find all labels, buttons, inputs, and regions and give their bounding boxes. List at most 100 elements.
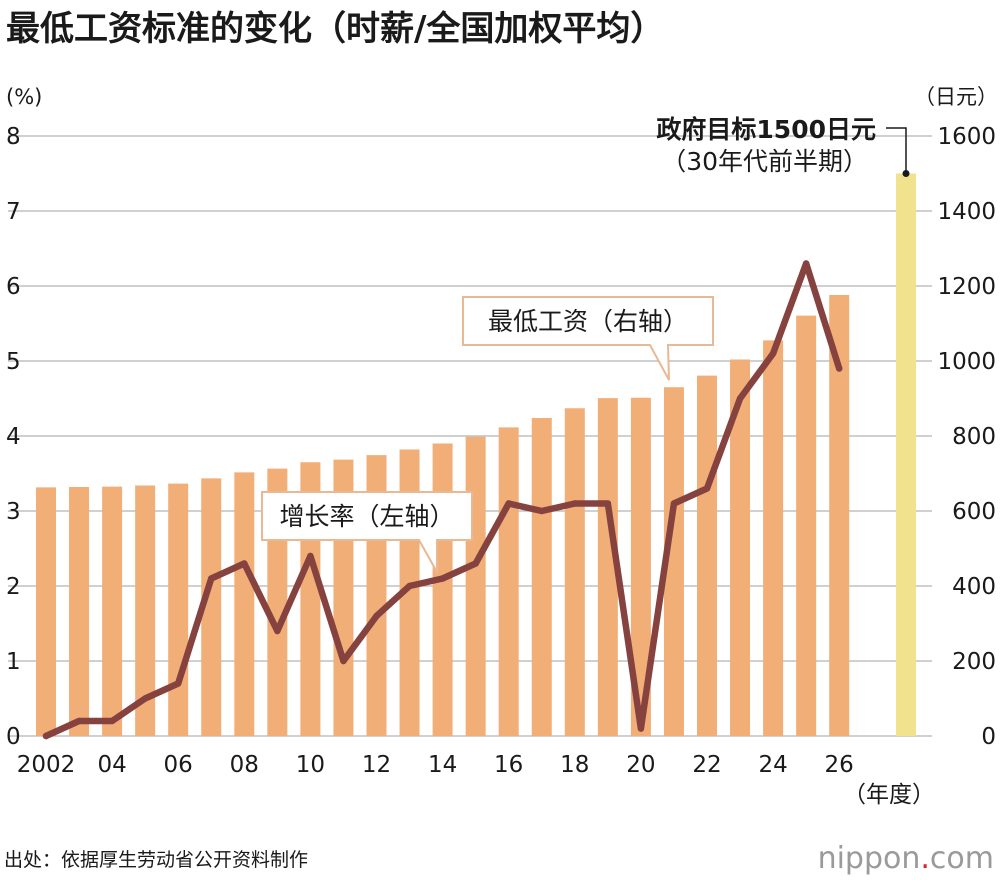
right-tick-label: 0: [981, 724, 996, 750]
left-tick-label: 7: [6, 199, 21, 225]
left-tick-label: 3: [6, 499, 21, 525]
line-point: [175, 680, 182, 687]
bar: [234, 472, 255, 736]
bar: [498, 427, 519, 736]
x-tick-label: 06: [164, 752, 193, 778]
x-tick-label: 14: [428, 752, 457, 778]
bar: [663, 387, 684, 736]
line-point: [108, 717, 116, 725]
left-tick-label: 0: [6, 724, 21, 750]
target-leader: [886, 127, 907, 174]
target-marker: 政府目标1500日元 （30年代前半期）: [656, 115, 916, 736]
x-tick-label: 20: [626, 752, 655, 778]
bar-callout-text: 最低工资（右轴）: [488, 307, 688, 336]
line-point: [373, 612, 380, 620]
bar-callout: 最低工资（右轴）: [462, 296, 714, 381]
line-point: [406, 582, 413, 590]
left-axis-ticks: 0 1 2 3 4 5 6 7 8: [6, 124, 21, 750]
line-point: [802, 260, 810, 267]
bar: [697, 375, 717, 736]
line-point: [505, 500, 512, 507]
right-tick-label: 1000: [937, 349, 996, 375]
line-point: [736, 395, 744, 402]
right-tick-label: 1200: [937, 274, 996, 300]
bar: [796, 315, 817, 736]
line-point: [42, 732, 50, 740]
right-tick-label: 600: [952, 499, 996, 525]
line-point: [208, 575, 215, 582]
line-point: [340, 657, 347, 665]
bar: [168, 483, 189, 736]
bar: [135, 485, 156, 736]
bar: [531, 418, 552, 736]
logo-suffix: com: [930, 841, 994, 876]
line-point: [538, 507, 545, 515]
line-callout-text: 增长率（左轴）: [279, 502, 454, 531]
right-tick-label: 200: [952, 649, 996, 675]
line-point: [472, 560, 479, 567]
line-point: [836, 365, 843, 372]
x-axis-unit: （年度）: [843, 782, 935, 808]
bar: [630, 397, 651, 736]
x-tick-label: 12: [362, 752, 391, 778]
x-tick-label: 08: [230, 752, 259, 778]
x-tick-label: 10: [296, 752, 325, 778]
logo: nippon.com: [818, 841, 994, 876]
line-series: [42, 260, 843, 740]
logo-dot: .: [920, 841, 930, 876]
line-point: [241, 560, 248, 567]
x-axis-ticks: 2002 04 06 08 10 12 14 16 18 20 22 24 26: [17, 752, 854, 778]
source-note: 出处：依据厚生劳动省公开资料制作: [4, 849, 308, 871]
target-bar: [896, 173, 916, 736]
line-point: [604, 500, 612, 507]
bar: [465, 436, 486, 736]
chart-title: 最低工资标准的变化（时薪/全国加权平均）: [6, 9, 664, 49]
bar: [597, 398, 618, 736]
bar: [564, 408, 585, 736]
line-point: [439, 575, 446, 582]
callouts: 最低工资（右轴） 增长率（左轴）: [261, 296, 714, 576]
x-tick-label: 26: [825, 752, 854, 778]
left-tick-label: 5: [6, 349, 21, 375]
bar: [829, 295, 850, 736]
line-callout-box: [261, 491, 473, 576]
line-point: [670, 500, 678, 507]
bar: [763, 340, 784, 736]
right-tick-label: 800: [952, 424, 996, 450]
bar: [69, 487, 90, 736]
target-label: 政府目标1500日元: [656, 115, 876, 144]
x-tick-label: 04: [97, 752, 126, 778]
bar: [730, 359, 751, 736]
left-tick-label: 2: [6, 574, 21, 600]
line-point: [141, 695, 149, 702]
left-axis-unit: (%): [6, 85, 42, 109]
right-axis-unit: （日元）: [914, 85, 998, 109]
x-tick-label: 18: [560, 752, 589, 778]
left-tick-label: 8: [6, 124, 21, 150]
line-point: [637, 725, 645, 732]
right-tick-label: 1400: [937, 199, 996, 225]
bar: [432, 443, 453, 736]
line-point: [769, 350, 777, 357]
bar: [36, 487, 56, 736]
line-point: [274, 627, 281, 635]
bar: [201, 478, 222, 736]
bar-callout-box: [462, 296, 714, 381]
line-callout: 增长率（左轴）: [261, 491, 473, 576]
left-tick-label: 4: [6, 424, 21, 450]
right-tick-label: 1600: [937, 124, 996, 150]
line-point: [703, 485, 711, 492]
right-axis-ticks: 0 200 400 600 800 1000 1200 1400 1600: [937, 124, 996, 750]
right-tick-label: 400: [952, 574, 996, 600]
left-tick-label: 1: [6, 649, 21, 675]
x-tick-label: 2002: [17, 752, 76, 778]
x-tick-label: 16: [494, 752, 523, 778]
logo-name: nippon: [818, 841, 921, 876]
target-sublabel: （30年代前半期）: [661, 147, 868, 176]
line-point: [307, 552, 314, 560]
x-tick-label: 22: [692, 752, 721, 778]
bar: [102, 486, 123, 736]
line-point: [75, 717, 83, 725]
gridlines: [8, 135, 932, 737]
